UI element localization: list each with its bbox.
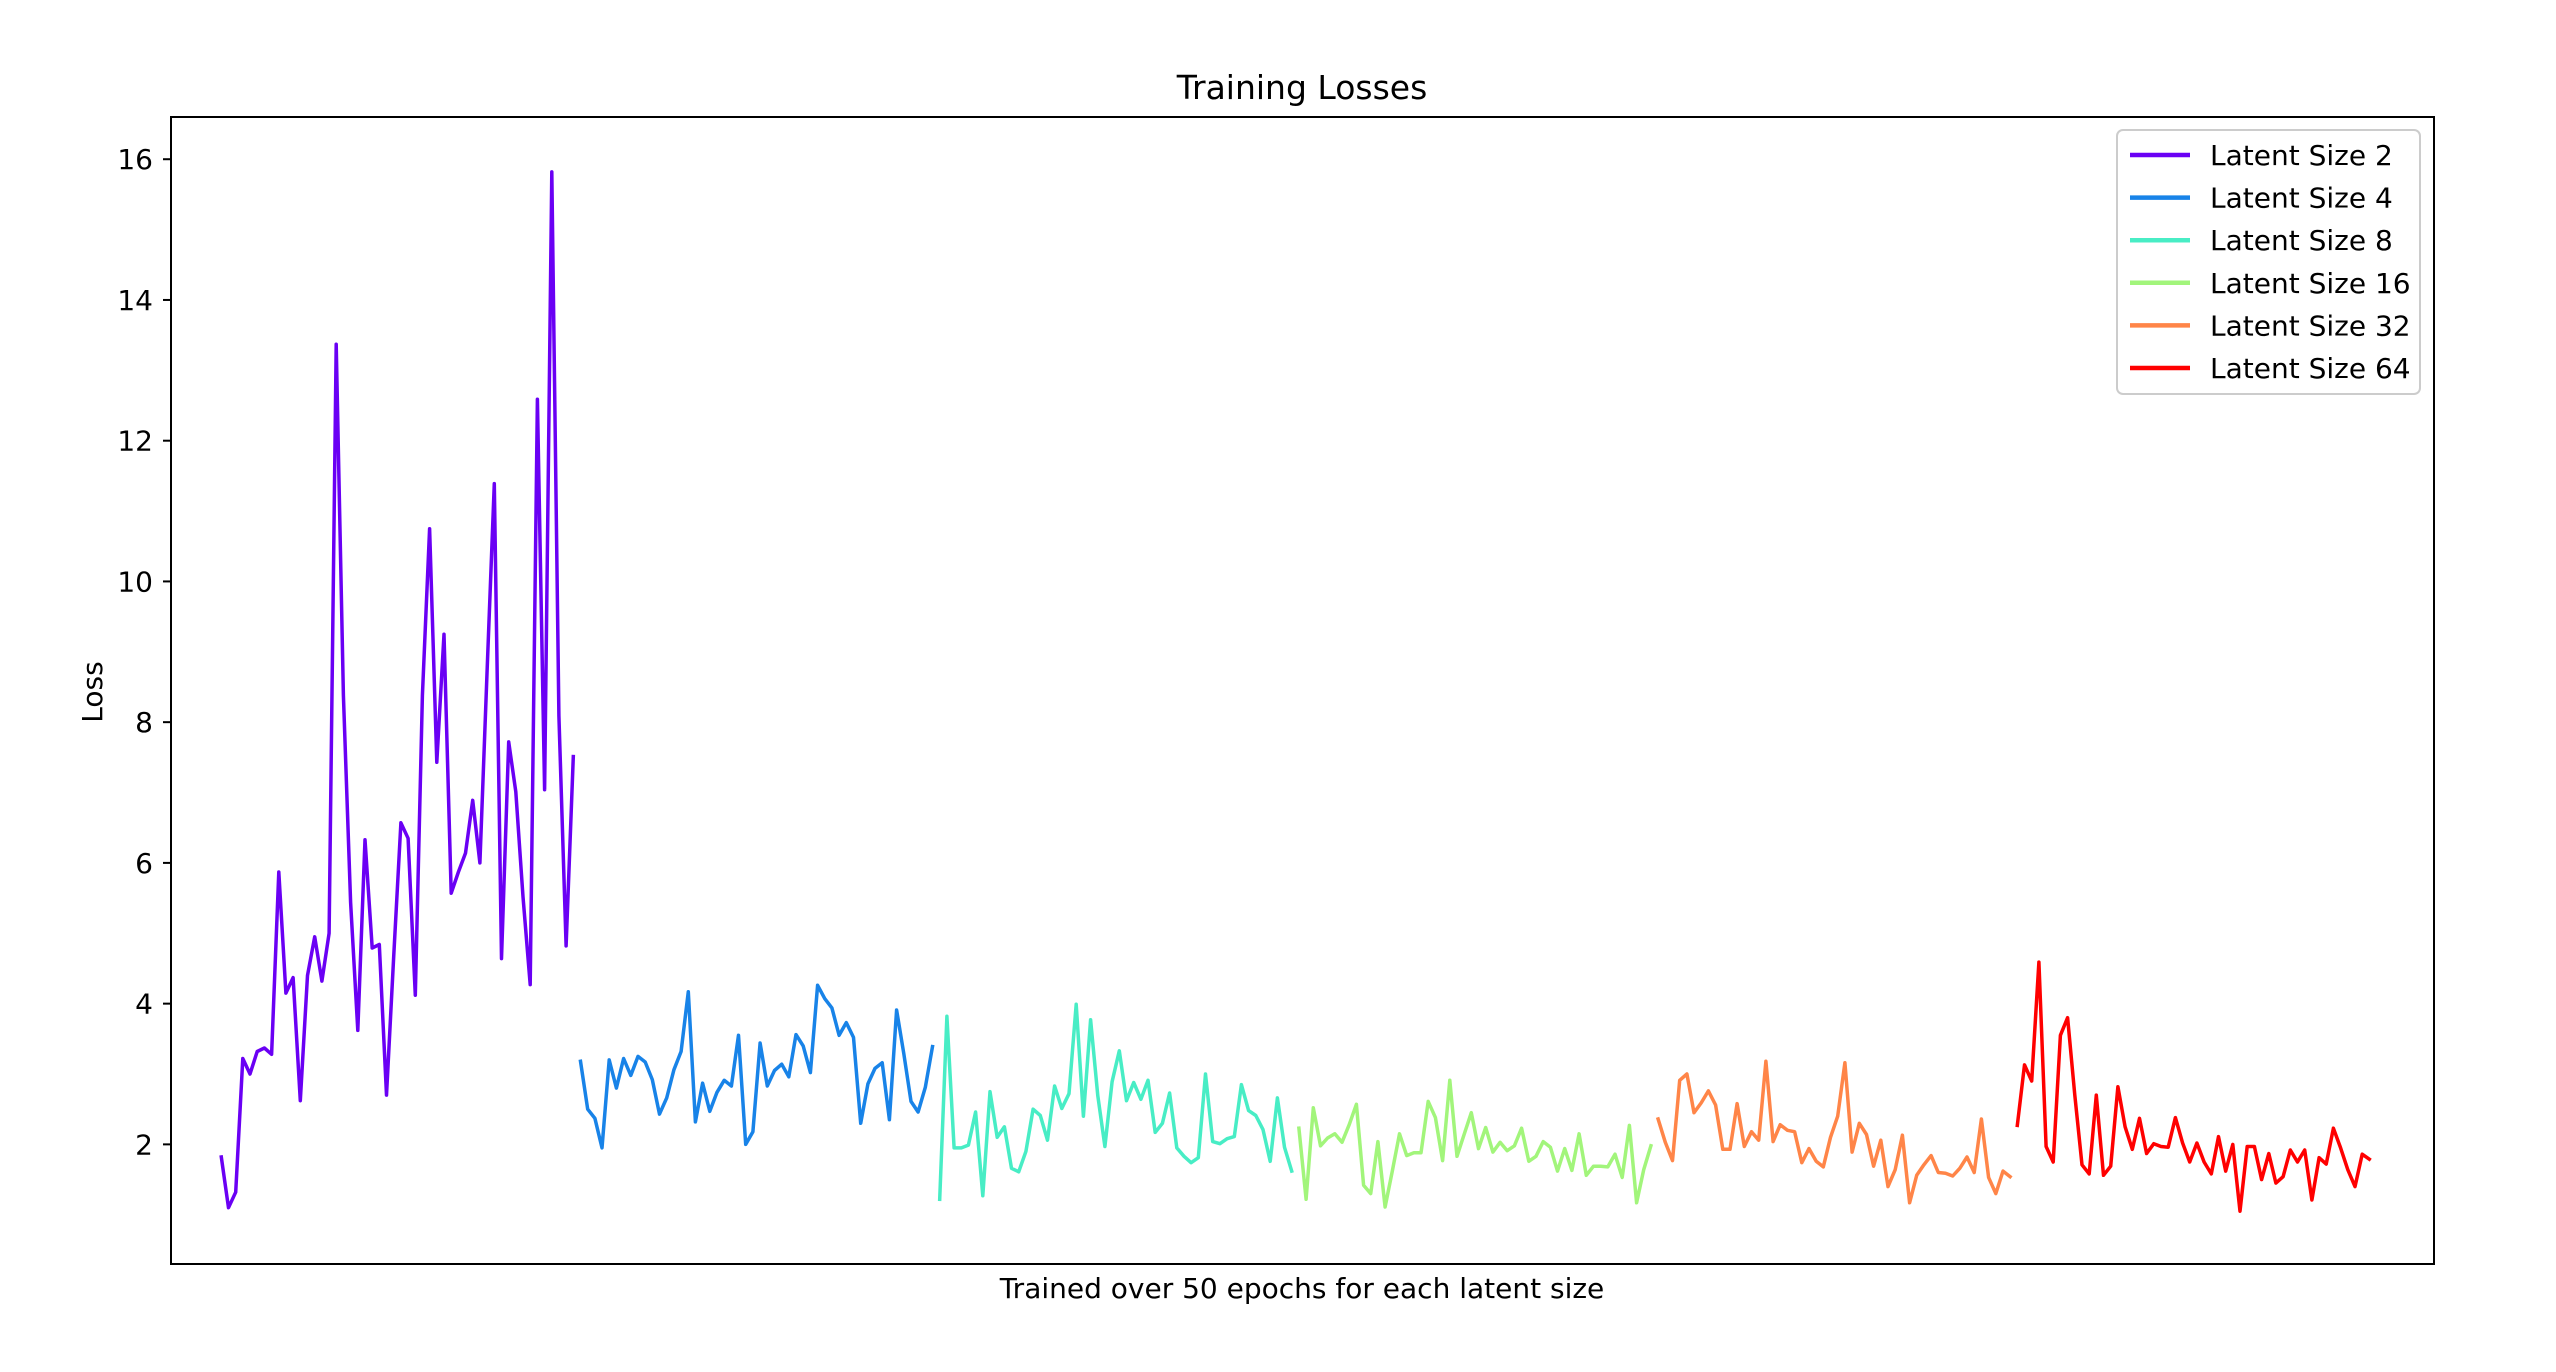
y-tick-label: 10 [117,565,153,598]
legend-label-6: Latent Size 64 [2210,352,2411,385]
series-line-3 [937,1002,1294,1202]
y-tick-label: 16 [117,143,153,176]
y-tick-label: 2 [135,1128,153,1161]
y-tick-label: 4 [135,988,153,1021]
legend-label-1: Latent Size 2 [2210,139,2393,172]
series-line-1 [219,170,576,1210]
y-tick-label: 6 [135,847,153,880]
legend-label-3: Latent Size 8 [2210,224,2393,257]
series-lines [219,170,2372,1213]
series-line-5 [1655,1059,2013,1205]
legend-label-4: Latent Size 16 [2210,267,2411,300]
series-line-6 [2015,960,2372,1213]
legend: Latent Size 2 Latent Size 4 Latent Size 8 L… [2116,129,2421,395]
legend-label-2: Latent Size 4 [2210,182,2393,215]
legend-label-5: Latent Size 32 [2210,309,2411,342]
legend-box [2116,129,2421,395]
series-line-2 [578,983,935,1150]
y-tick-label: 8 [135,706,153,739]
y-tick-label: 12 [117,425,153,458]
y-tick-label: 14 [117,284,153,317]
plot-frame [170,116,2435,1265]
y-axis-ticks: 2 4 6 8 10 12 14 16 [117,143,171,1161]
y-axis-label: Loss [76,661,109,722]
x-axis-label: Trained over 50 epochs for each latent s… [999,1272,1605,1305]
series-line-4 [1296,1078,1654,1209]
chart-title: Training Losses [1176,68,1428,107]
